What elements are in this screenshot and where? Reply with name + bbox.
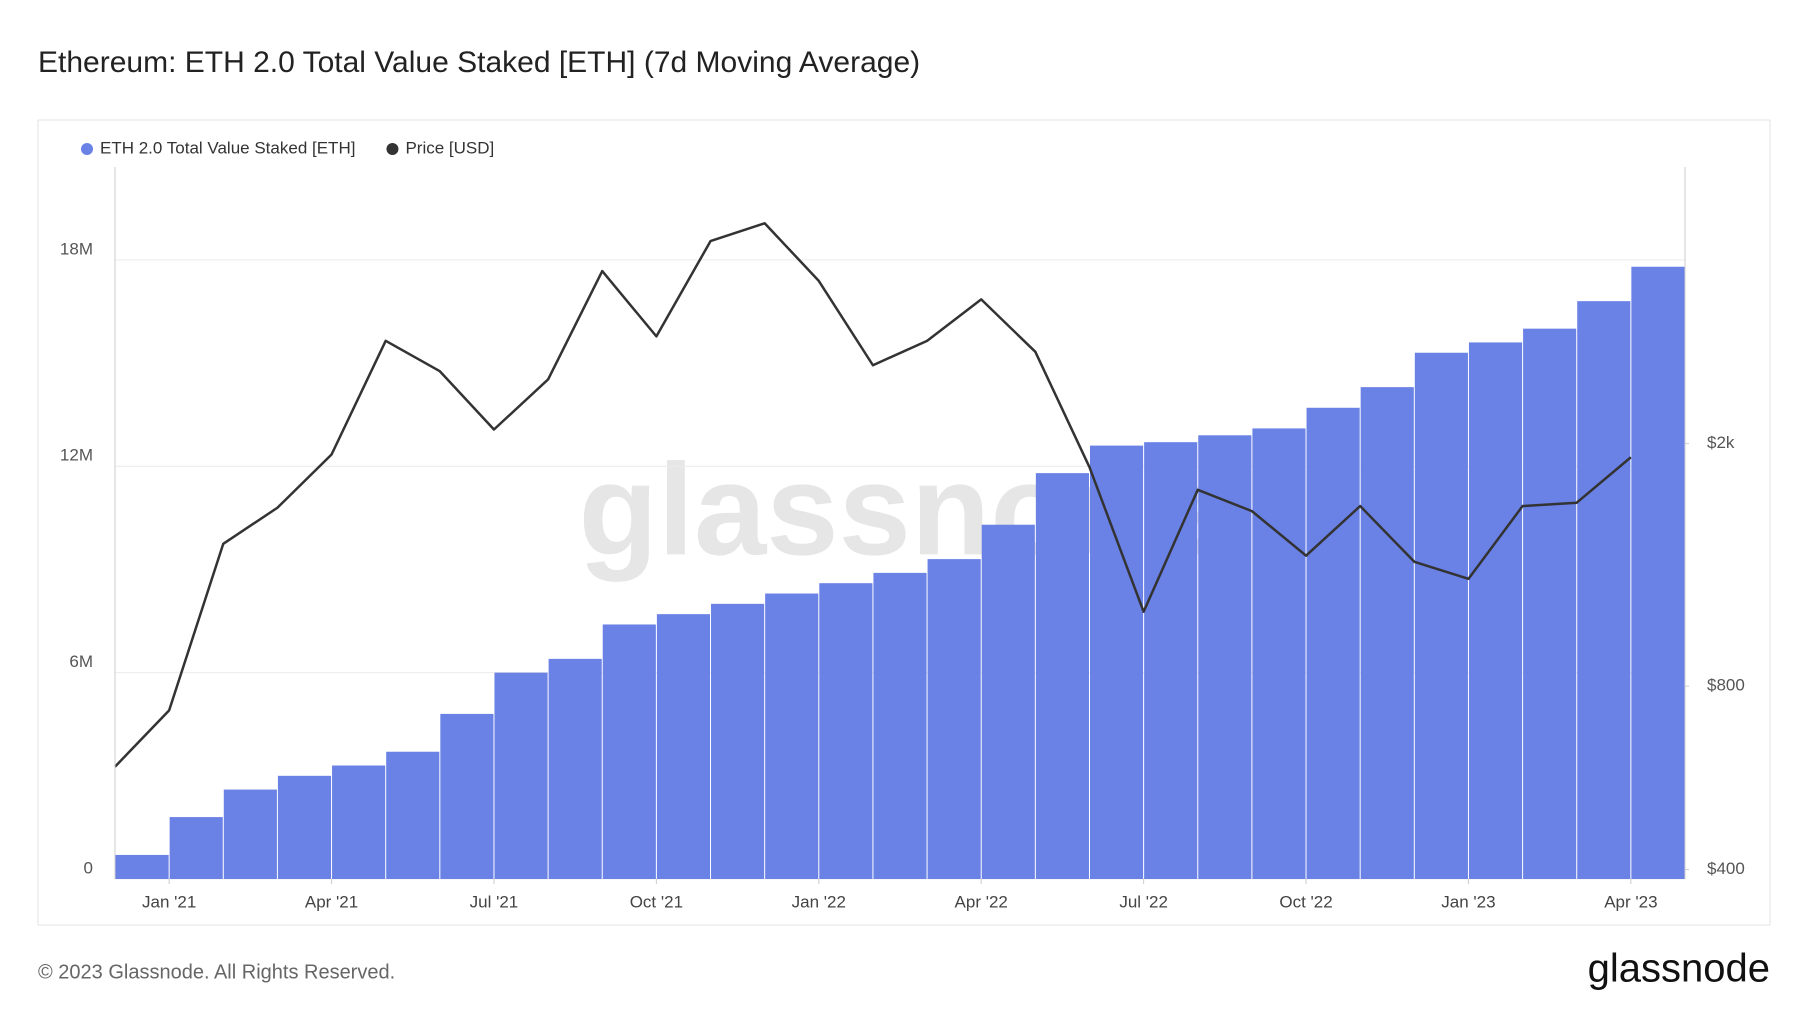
bar [332,765,386,879]
bar [494,672,548,879]
bar [386,751,440,879]
x-tick-label: Jan '21 [142,892,196,911]
legend-marker [386,143,399,155]
x-tick-label: Jul '21 [470,892,519,911]
bar [1198,435,1252,879]
bar [927,559,981,879]
bar [873,572,927,879]
bar [1306,407,1360,879]
bar [981,524,1035,879]
bar [1089,445,1144,879]
bar [169,817,223,879]
y-tick-label: 12M [60,446,93,465]
x-tick-label: Apr '23 [1604,892,1657,911]
bar [1523,328,1577,879]
bar [115,854,169,879]
bar [1252,428,1306,879]
bar [1144,442,1198,879]
y-tick-label: 18M [60,239,93,258]
bar [656,614,711,879]
bar [819,583,873,879]
bar [1631,266,1685,879]
plot-area: 0 6M 12M 18M $400 $800 $2k Jan '21 Apr '21 Jul '2… [60,167,1745,911]
x-tick-label: Jan '22 [792,892,846,911]
bar [602,624,656,879]
bar [440,713,494,879]
bar [223,789,277,879]
legend-label: ETH 2.0 Total Value Staked [ETH] [100,138,355,157]
x-tick-label: Oct '21 [630,892,683,911]
footer: © 2023 Glassnode. All Rights Reserved. [38,961,395,983]
y-tick-label: 6M [69,652,93,671]
bar [1577,301,1631,880]
brand-logo: glassnode [1588,947,1770,991]
chart-title: Ethereum: ETH 2.0 Total Value Staked [ET… [38,46,920,79]
x-tick-label: Oct '22 [1279,892,1332,911]
x-tick-label: Jul '22 [1119,892,1168,911]
bar [1468,342,1523,879]
y2-tick-label: $2k [1707,433,1735,452]
bar [1360,387,1414,879]
price-line [114,222,1632,768]
bar [765,593,819,879]
bar [1035,473,1089,879]
bar [548,658,602,879]
y-tick-label: 0 [84,858,93,877]
y2-tick-label: $400 [1707,859,1745,878]
y2-tick-label: $800 [1707,676,1745,695]
x-tick-label: Apr '21 [305,892,358,911]
bar [711,603,765,879]
x-tick-label: Apr '22 [955,892,1008,911]
legend-label: Price [USD] [405,138,494,157]
bar [1414,352,1468,879]
legend-marker [81,143,93,155]
x-tick-label: Jan '23 [1441,892,1495,911]
bar [277,775,332,879]
legend: ETH 2.0 Total Value Staked [ETH] Price [U… [81,138,494,157]
